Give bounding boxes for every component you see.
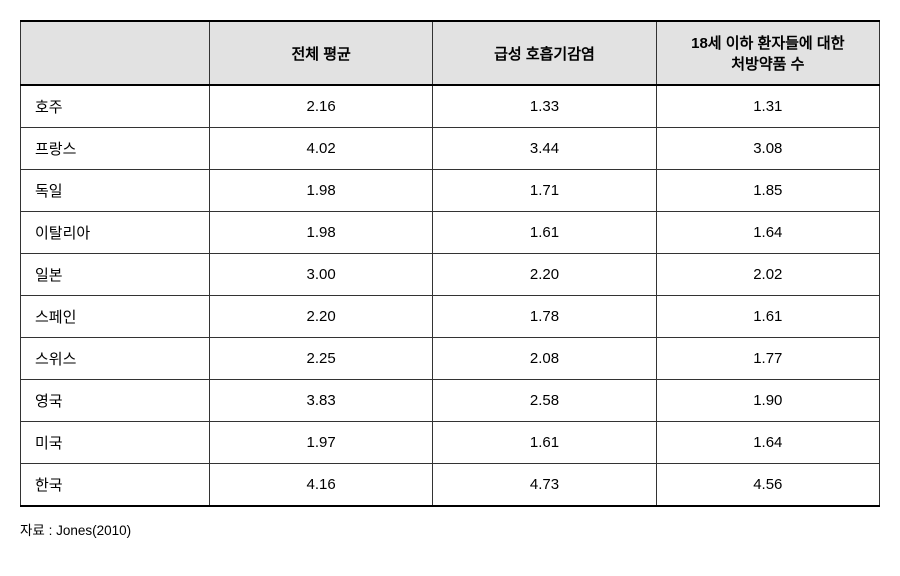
cell-country: 호주	[21, 85, 210, 128]
cell-value: 1.98	[209, 170, 432, 212]
cell-country: 스페인	[21, 296, 210, 338]
cell-value: 1.90	[656, 380, 879, 422]
cell-value: 2.20	[209, 296, 432, 338]
table-header: 전체 평균 급성 호흡기감염 18세 이하 환자들에 대한처방약품 수	[21, 21, 880, 85]
table-container: 전체 평균 급성 호흡기감염 18세 이하 환자들에 대한처방약품 수 호주 2…	[20, 20, 880, 539]
cell-value: 1.85	[656, 170, 879, 212]
table-row: 스위스 2.25 2.08 1.77	[21, 338, 880, 380]
cell-value: 1.33	[433, 85, 656, 128]
cell-value: 1.31	[656, 85, 879, 128]
data-table: 전체 평균 급성 호흡기감염 18세 이하 환자들에 대한처방약품 수 호주 2…	[20, 20, 880, 507]
header-cell-blank	[21, 21, 210, 85]
cell-value: 4.02	[209, 128, 432, 170]
cell-country: 이탈리아	[21, 212, 210, 254]
cell-value: 2.58	[433, 380, 656, 422]
cell-value: 1.64	[656, 422, 879, 464]
cell-value: 1.98	[209, 212, 432, 254]
cell-value: 3.08	[656, 128, 879, 170]
cell-value: 2.20	[433, 254, 656, 296]
cell-value: 1.78	[433, 296, 656, 338]
table-row: 독일 1.98 1.71 1.85	[21, 170, 880, 212]
header-cell-overall-avg: 전체 평균	[209, 21, 432, 85]
table-row: 일본 3.00 2.20 2.02	[21, 254, 880, 296]
table-row: 이탈리아 1.98 1.61 1.64	[21, 212, 880, 254]
table-row: 프랑스 4.02 3.44 3.08	[21, 128, 880, 170]
cell-value: 1.64	[656, 212, 879, 254]
table-row: 미국 1.97 1.61 1.64	[21, 422, 880, 464]
cell-value: 2.02	[656, 254, 879, 296]
cell-country: 한국	[21, 464, 210, 507]
cell-country: 영국	[21, 380, 210, 422]
cell-country: 스위스	[21, 338, 210, 380]
table-row: 영국 3.83 2.58 1.90	[21, 380, 880, 422]
cell-value: 1.77	[656, 338, 879, 380]
cell-value: 1.61	[433, 212, 656, 254]
header-cell-acute-respiratory: 급성 호흡기감염	[433, 21, 656, 85]
source-note: 자료 : Jones(2010)	[20, 519, 880, 539]
cell-value: 1.61	[656, 296, 879, 338]
cell-value: 2.25	[209, 338, 432, 380]
cell-value: 1.61	[433, 422, 656, 464]
cell-value: 4.56	[656, 464, 879, 507]
cell-country: 독일	[21, 170, 210, 212]
cell-country: 프랑스	[21, 128, 210, 170]
table-row: 한국 4.16 4.73 4.56	[21, 464, 880, 507]
cell-country: 일본	[21, 254, 210, 296]
table-body: 호주 2.16 1.33 1.31 프랑스 4.02 3.44 3.08 독일 …	[21, 85, 880, 506]
cell-value: 3.83	[209, 380, 432, 422]
cell-value: 3.44	[433, 128, 656, 170]
cell-value: 1.97	[209, 422, 432, 464]
cell-country: 미국	[21, 422, 210, 464]
cell-value: 4.16	[209, 464, 432, 507]
cell-value: 4.73	[433, 464, 656, 507]
cell-value: 3.00	[209, 254, 432, 296]
cell-value: 2.08	[433, 338, 656, 380]
header-cell-under18-rx: 18세 이하 환자들에 대한처방약품 수	[656, 21, 879, 85]
cell-value: 1.71	[433, 170, 656, 212]
table-row: 스페인 2.20 1.78 1.61	[21, 296, 880, 338]
cell-value: 2.16	[209, 85, 432, 128]
header-row: 전체 평균 급성 호흡기감염 18세 이하 환자들에 대한처방약품 수	[21, 21, 880, 85]
table-row: 호주 2.16 1.33 1.31	[21, 85, 880, 128]
